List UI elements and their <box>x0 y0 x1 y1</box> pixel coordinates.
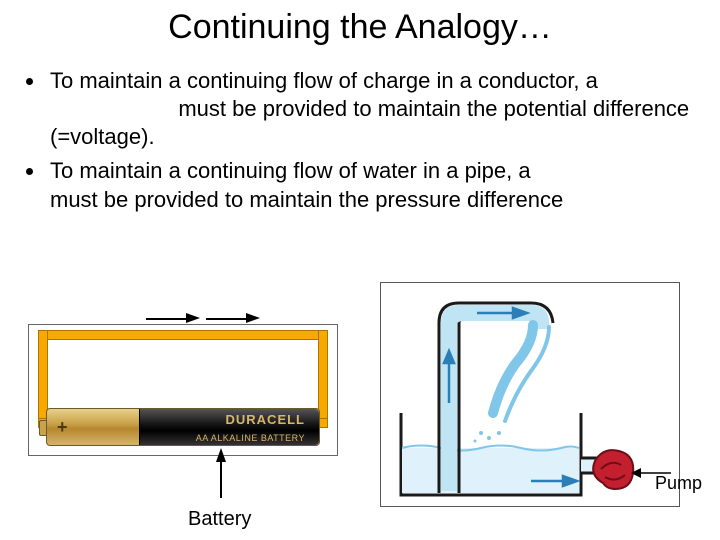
bullet-item: To maintain a continuing flow of water i… <box>46 157 692 213</box>
current-arrow-icon <box>186 313 200 323</box>
splash-icon <box>479 431 483 435</box>
battery-terminal-icon <box>39 420 47 436</box>
splash-icon <box>497 431 501 435</box>
battery-label-section: DURACELL AA ALKALINE BATTERY <box>139 409 319 445</box>
circuit-diagram: + DURACELL AA ALKALINE BATTERY Battery <box>28 330 338 520</box>
splash-icon <box>487 436 491 440</box>
current-arrow-line <box>146 318 186 320</box>
battery-type: AA ALKALINE BATTERY <box>196 433 305 443</box>
current-arrow-line <box>206 318 246 320</box>
pump-diagram: Pump <box>380 282 700 512</box>
pump-caption: Pump <box>655 473 702 494</box>
battery-plus-icon: + <box>57 417 68 438</box>
bullet-list: To maintain a continuing flow of charge … <box>0 59 720 214</box>
battery: + DURACELL AA ALKALINE BATTERY <box>46 408 320 446</box>
current-arrow-icon <box>246 313 260 323</box>
wire-top <box>38 330 328 340</box>
battery-caption: Battery <box>188 508 251 531</box>
pump-svg <box>381 283 681 508</box>
bullet-item: To maintain a continuing flow of charge … <box>46 67 692 151</box>
battery-brand: DURACELL <box>226 412 306 427</box>
slide-title: Continuing the Analogy… <box>0 0 720 59</box>
diagram-area: + DURACELL AA ALKALINE BATTERY Battery <box>0 300 720 540</box>
pump-frame <box>380 282 680 507</box>
tank-water <box>402 448 579 493</box>
splash-icon <box>474 440 477 443</box>
